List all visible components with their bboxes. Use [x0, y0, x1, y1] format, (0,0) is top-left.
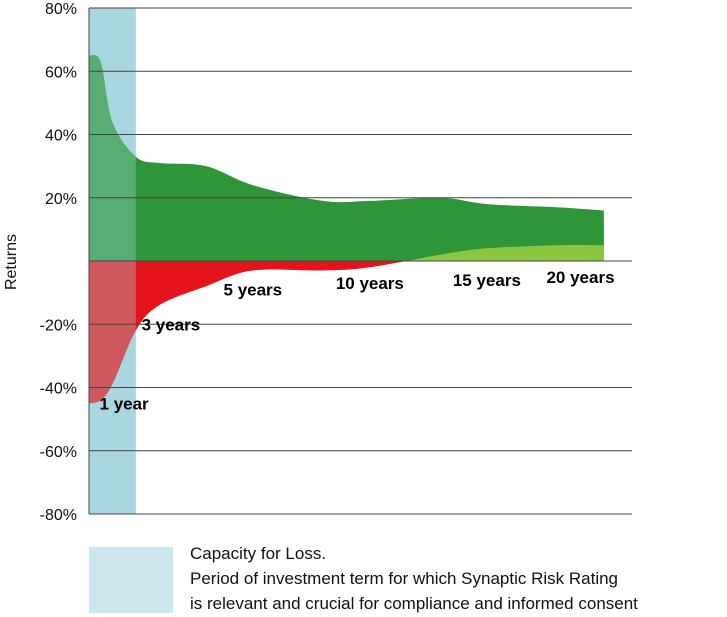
term-label: 1 year — [100, 394, 150, 413]
legend: Capacity for Loss. Period of investment … — [89, 544, 638, 613]
y-tick-label: 80% — [45, 1, 77, 18]
loss-area — [89, 261, 604, 404]
late-gain-area — [89, 244, 604, 261]
gain-area — [89, 54, 604, 261]
y-tick-label: -80% — [40, 507, 77, 524]
term-label: 20 years — [546, 268, 614, 287]
term-label: 3 years — [142, 315, 201, 334]
y-tick-label: 60% — [45, 64, 77, 81]
legend-line-3: is relevant and crucial for compliance a… — [190, 594, 638, 613]
legend-line-2: Period of investment term for which Syna… — [190, 569, 618, 588]
y-axis-title: Returns — [3, 234, 20, 290]
y-tick-label: -40% — [40, 381, 77, 398]
y-tick-label: 20% — [45, 191, 77, 208]
y-tick-label: -60% — [40, 444, 77, 461]
term-label: 10 years — [336, 274, 404, 293]
y-tick-label: 40% — [45, 128, 77, 145]
term-label: 15 years — [453, 271, 521, 290]
legend-line-1: Capacity for Loss. — [190, 544, 326, 563]
capacity-for-loss-swatch — [89, 547, 173, 613]
y-tick-label: -20% — [40, 317, 77, 334]
term-label: 5 years — [224, 280, 283, 299]
